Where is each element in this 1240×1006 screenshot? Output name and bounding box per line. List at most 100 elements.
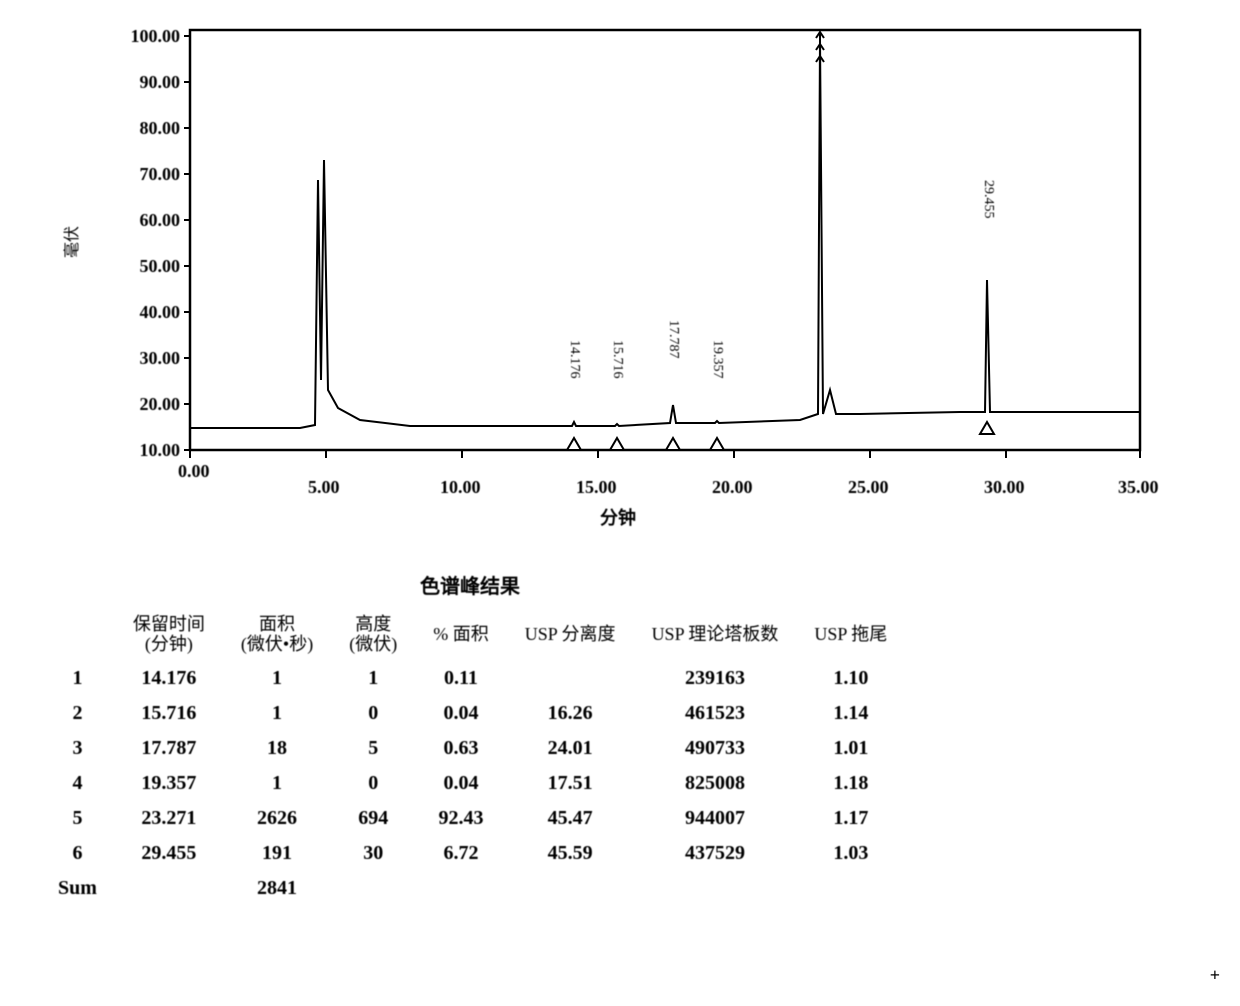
table-cell: 16.26 <box>507 696 634 731</box>
table-cell: 0.11 <box>415 661 507 696</box>
y-axis-label: 毫伏 <box>58 226 82 258</box>
ytick-0: 10.00 <box>110 440 180 461</box>
results-title: 色谱峰结果 <box>0 570 1200 599</box>
peak-label-4: 19.357 <box>709 340 725 379</box>
table-row: 215.716100.0416.264615231.14 <box>40 696 905 731</box>
col-usp-plates: USP 理论塔板数 <box>634 609 797 661</box>
col-height: 高度(微伏) <box>331 609 415 661</box>
table-cell: 45.59 <box>507 836 634 871</box>
table-cell: 92.43 <box>415 801 507 836</box>
col-idx <box>40 609 115 661</box>
col-pct-area: % 面积 <box>415 609 507 661</box>
peak-label-1: 14.176 <box>566 340 582 379</box>
corner-mark: + <box>1210 965 1220 986</box>
chart-svg <box>60 20 1160 500</box>
table-cell: 17.51 <box>507 766 634 801</box>
xtick-4: 20.00 <box>712 477 753 498</box>
table-cell: 5 <box>331 731 415 766</box>
table-cell: 15.716 <box>115 696 223 731</box>
table-cell: 24.01 <box>507 731 634 766</box>
ytick-3: 40.00 <box>110 302 180 323</box>
table-cell <box>415 871 507 906</box>
table-cell: 0.04 <box>415 766 507 801</box>
table-row: 629.455191306.7245.594375291.03 <box>40 836 905 871</box>
table-cell: 17.787 <box>115 731 223 766</box>
xtick-0: 0.00 <box>178 461 210 482</box>
chromatogram-chart: 10.00 20.00 30.00 40.00 50.00 60.00 70.0… <box>60 20 1160 500</box>
xtick-7: 35.00 <box>1118 477 1159 498</box>
results-table: 保留时间(分钟) 面积(微伏•秒) 高度(微伏) % 面积 USP 分离度 US… <box>40 609 905 906</box>
table-cell: 1.01 <box>796 731 905 766</box>
table-cell: 14.176 <box>115 661 223 696</box>
table-row: 317.7871850.6324.014907331.01 <box>40 731 905 766</box>
table-cell: 0.63 <box>415 731 507 766</box>
table-cell <box>634 871 797 906</box>
table-cell: 1 <box>331 661 415 696</box>
table-row: 419.357100.0417.518250081.18 <box>40 766 905 801</box>
xtick-2: 10.00 <box>440 477 481 498</box>
table-cell: 1.03 <box>796 836 905 871</box>
table-cell: 19.357 <box>115 766 223 801</box>
table-cell <box>331 871 415 906</box>
xtick-3: 15.00 <box>576 477 617 498</box>
table-cell: 437529 <box>634 836 797 871</box>
table-cell: 23.271 <box>115 801 223 836</box>
col-usp-res: USP 分离度 <box>507 609 634 661</box>
table-cell: 490733 <box>634 731 797 766</box>
table-cell: 0.04 <box>415 696 507 731</box>
ytick-1: 20.00 <box>110 394 180 415</box>
table-cell <box>507 871 634 906</box>
table-cell: Sum <box>40 871 115 906</box>
ytick-7: 80.00 <box>110 118 180 139</box>
table-cell: 461523 <box>634 696 797 731</box>
table-cell: 239163 <box>634 661 797 696</box>
xtick-1: 5.00 <box>308 477 340 498</box>
table-sum-row: Sum 2841 <box>40 871 905 906</box>
table-cell: 825008 <box>634 766 797 801</box>
table-cell: 944007 <box>634 801 797 836</box>
table-cell: 2626 <box>223 801 331 836</box>
ytick-2: 30.00 <box>110 348 180 369</box>
table-cell: 1.18 <box>796 766 905 801</box>
ytick-9: 100.00 <box>110 26 180 47</box>
table-cell: 45.47 <box>507 801 634 836</box>
table-cell: 1 <box>223 766 331 801</box>
table-cell <box>796 871 905 906</box>
table-header-row: 保留时间(分钟) 面积(微伏•秒) 高度(微伏) % 面积 USP 分离度 US… <box>40 609 905 661</box>
table-cell <box>507 661 634 696</box>
table-cell: 694 <box>331 801 415 836</box>
results-section: 色谱峰结果 保留时间(分钟) 面积(微伏•秒) 高度(微伏) % 面积 USP … <box>40 570 1200 906</box>
table-cell: 6 <box>40 836 115 871</box>
peak-label-3: 17.787 <box>665 320 681 359</box>
table-cell: 30 <box>331 836 415 871</box>
x-axis-label: 分钟 <box>600 504 636 530</box>
table-cell: 0 <box>331 696 415 731</box>
table-row: 114.176110.112391631.10 <box>40 661 905 696</box>
table-cell: 2841 <box>223 871 331 906</box>
ytick-5: 60.00 <box>110 210 180 231</box>
peak-label-6: 29.455 <box>980 180 996 219</box>
xtick-6: 30.00 <box>984 477 1025 498</box>
table-cell: 18 <box>223 731 331 766</box>
table-cell: 1 <box>223 661 331 696</box>
table-cell: 4 <box>40 766 115 801</box>
table-cell: 1 <box>40 661 115 696</box>
table-cell: 6.72 <box>415 836 507 871</box>
table-cell: 191 <box>223 836 331 871</box>
table-cell: 1 <box>223 696 331 731</box>
peak-label-2: 15.716 <box>609 340 625 379</box>
col-area: 面积(微伏•秒) <box>223 609 331 661</box>
table-cell: 1.14 <box>796 696 905 731</box>
table-cell: 2 <box>40 696 115 731</box>
col-rt: 保留时间(分钟) <box>115 609 223 661</box>
table-cell: 5 <box>40 801 115 836</box>
table-cell: 1.17 <box>796 801 905 836</box>
table-row: 523.271262669492.4345.479440071.17 <box>40 801 905 836</box>
col-usp-tail: USP 拖尾 <box>796 609 905 661</box>
table-cell: 0 <box>331 766 415 801</box>
table-cell: 1.10 <box>796 661 905 696</box>
ytick-8: 90.00 <box>110 72 180 93</box>
ytick-6: 70.00 <box>110 164 180 185</box>
ytick-4: 50.00 <box>110 256 180 277</box>
table-cell: 3 <box>40 731 115 766</box>
